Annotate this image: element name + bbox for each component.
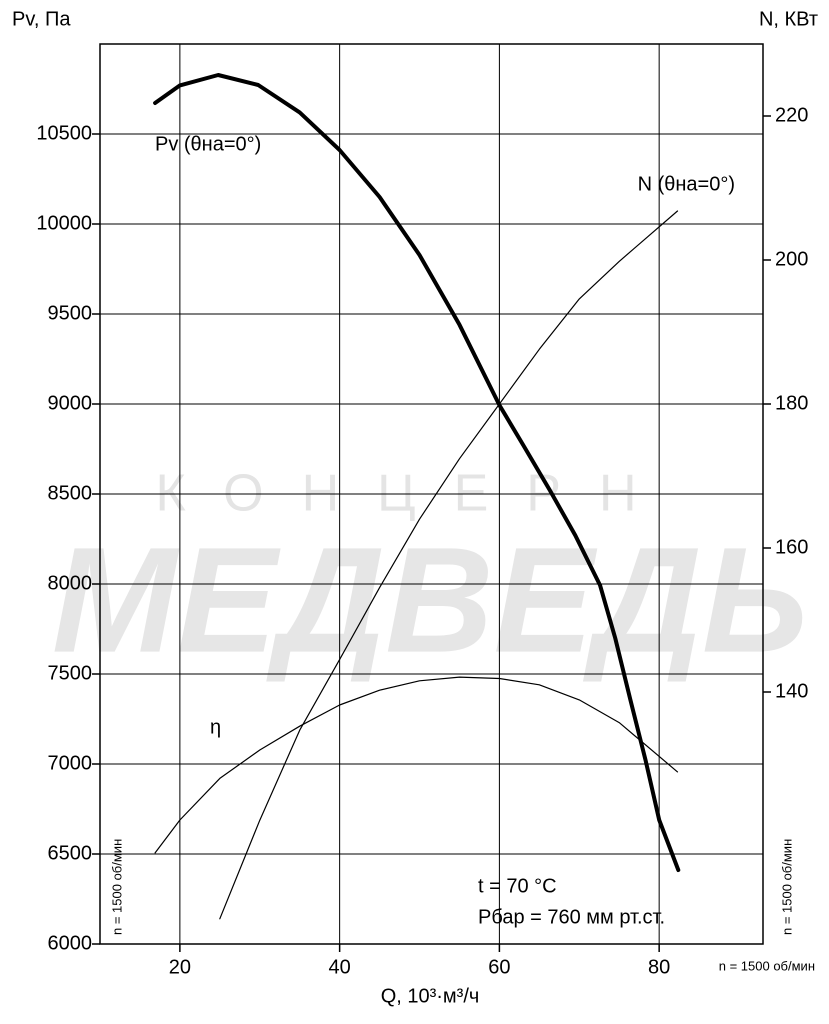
series-label: η (210, 716, 221, 738)
series-label: Pv (θна=0°) (155, 133, 261, 155)
watermark: МЕДВЕДЬ (52, 516, 808, 684)
annotation: t = 70 °C (478, 875, 557, 897)
y-tick-label: 6000 (48, 932, 93, 954)
y2-tick-label: 160 (775, 536, 808, 558)
y-tick-label: 9000 (48, 392, 93, 414)
y2-tick-label: 180 (775, 392, 808, 414)
y2-axis-label: N, КВт (759, 8, 818, 30)
y-axis-label: Pv, Па (12, 8, 71, 30)
annotation: Рбар = 760 мм рт.ст. (478, 906, 665, 928)
y-tick-label: 10500 (36, 122, 92, 144)
y2-tick-label: 220 (775, 104, 808, 126)
y-tick-label: 7500 (48, 662, 93, 684)
rpm-label: n = 1500 об/мин (109, 839, 124, 935)
x-tick-label: 20 (169, 956, 191, 978)
y-tick-label: 7000 (48, 752, 93, 774)
plot-frame (99, 43, 764, 945)
y2-tick-label: 200 (775, 248, 808, 270)
series-line (153, 73, 681, 872)
series-line (219, 210, 679, 920)
y-tick-label: 6500 (48, 842, 93, 864)
x-tick-label: 80 (648, 956, 670, 978)
y2-tick-label: 140 (775, 680, 808, 702)
x-tick-label: 40 (329, 956, 351, 978)
series-line (154, 676, 679, 854)
y-tick-label: 9500 (48, 302, 93, 324)
y-tick-label: 8000 (48, 572, 93, 594)
y-tick-label: 10000 (36, 212, 92, 234)
x-tick-label: 60 (488, 956, 510, 978)
rpm-label: n = 1500 об/мин (719, 958, 815, 973)
rpm-label: n = 1500 об/мин (779, 839, 794, 935)
x-axis-label: Q, 10³·м³/ч (381, 985, 480, 1007)
y-tick-label: 8500 (48, 482, 93, 504)
series-label: N (θна=0°) (638, 173, 735, 195)
